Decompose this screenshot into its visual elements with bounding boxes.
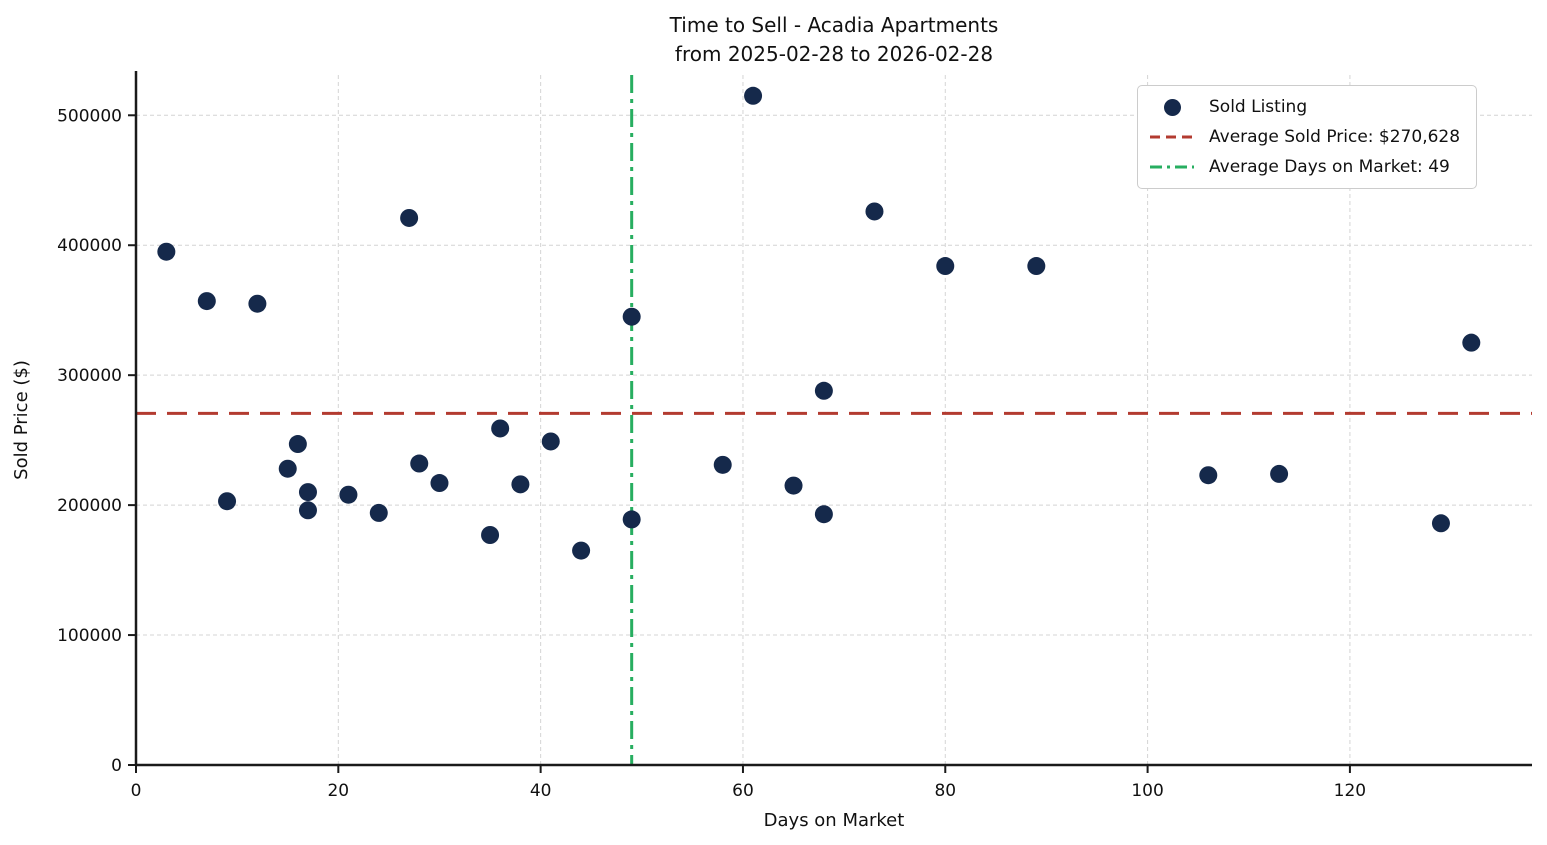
scatter-point [218,492,237,511]
x-tick-label: 100 [1131,781,1163,801]
y-tick-label: 500000 [57,106,122,126]
legend-item-avg-price: Average Sold Price: $270,628 [1148,125,1460,149]
sold-listing-marker-icon [1148,98,1196,116]
y-tick-label: 200000 [57,496,122,516]
scatter-point [481,526,500,544]
scatter-point [865,202,884,221]
x-tick-label: 120 [1334,781,1366,801]
scatter-point [339,485,358,504]
scatter-point [814,505,833,524]
scatter-point [814,381,833,400]
scatter-point [1199,466,1218,485]
scatter-point [1431,514,1450,533]
scatter-point [622,307,641,326]
scatter-point [511,475,530,494]
scatter-point [744,86,763,105]
scatter-point [622,510,641,529]
scatter-point [491,419,510,438]
x-tick-label: 20 [327,781,349,801]
legend-label-avg-price: Average Sold Price: $270,628 [1209,127,1461,147]
x-tick-label: 80 [934,781,956,801]
scatter-point [1462,333,1481,352]
scatter-point [784,476,803,495]
scatter-point [157,242,176,261]
scatter-point [369,503,388,522]
avg-price-line-icon [1148,134,1196,140]
scatter-point [248,294,267,313]
legend-item-avg-days: Average Days on Market: 49 [1148,155,1460,179]
scatter-point [1270,464,1289,483]
x-tick-label: 40 [530,781,552,801]
scatter-point [298,483,317,502]
scatter-point [936,257,955,276]
legend-label-avg-days: Average Days on Market: 49 [1209,157,1450,177]
scatter-point [713,455,732,474]
chart-title-line2: from 2025-02-28 to 2026-02-28 [674,42,994,66]
x-tick-label: 0 [131,781,142,801]
chart-title: Time to Sell - Acadia Apartments from 20… [136,11,1532,69]
y-tick-label: 0 [111,756,122,776]
scatter-point [430,474,449,493]
scatter-point [541,432,560,451]
scatter-point [197,292,216,311]
y-tick-label: 400000 [57,236,122,256]
y-tick-label: 100000 [57,626,122,646]
x-tick-label: 60 [732,781,754,801]
scatter-point [288,435,307,454]
legend: Sold Listing Average Sold Price: $270,62… [1137,85,1478,189]
chart-title-line1: Time to Sell - Acadia Apartments [669,13,999,37]
scatter-point [298,501,317,520]
y-axis-label: Sold Price ($) [11,360,32,480]
scatter-point [572,541,591,560]
scatter-point [1027,257,1046,276]
scatter-point [278,459,297,478]
legend-label-sold-listing: Sold Listing [1209,97,1308,117]
x-axis-label: Days on Market [764,810,905,831]
y-tick-label: 300000 [57,366,122,386]
legend-item-sold-listing: Sold Listing [1148,95,1460,119]
scatter-point [410,454,429,473]
scatter-point [400,208,419,227]
avg-days-line-icon [1148,164,1196,170]
